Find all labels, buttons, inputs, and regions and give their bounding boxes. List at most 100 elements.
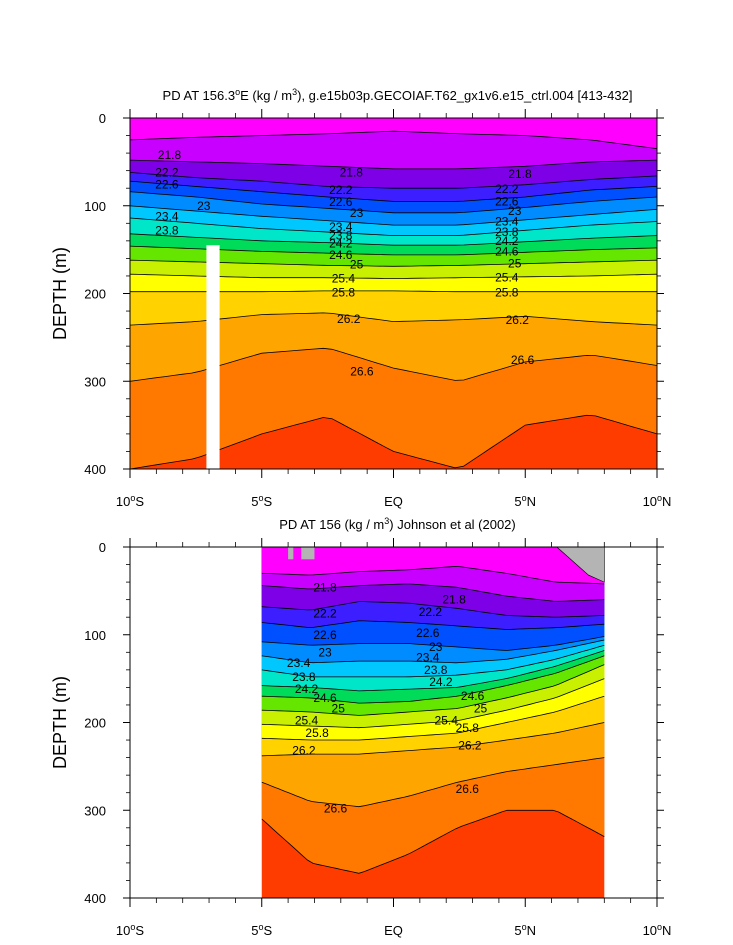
contour-label: 25.4 (495, 271, 519, 285)
contour-label: 22.6 (313, 628, 337, 642)
y-tick-label: 200 (84, 287, 106, 302)
y-tick-label: 300 (84, 374, 106, 389)
contour-label: 24.2 (495, 234, 519, 248)
x-tick-label: 10oS (116, 922, 144, 938)
y-tick-label: 0 (99, 540, 106, 555)
contour-label: 24.6 (313, 691, 337, 705)
contour-line (129, 130, 658, 150)
contour-label: 23.8 (495, 225, 519, 239)
contour-line (261, 639, 605, 664)
contour-label: 23.4 (155, 209, 179, 223)
contour-line (261, 664, 605, 716)
contour-line (261, 757, 605, 808)
contour-line (261, 678, 605, 729)
x-tick-label: 5oS (251, 493, 272, 509)
chart-title: PD AT 156 (kg / m3) Johnson et al (2002) (279, 516, 516, 532)
missing-data-band (206, 245, 220, 469)
contour-label: 22.6 (329, 195, 353, 209)
contour-label: 25.8 (305, 726, 329, 740)
contour-label: 25.8 (495, 286, 519, 300)
contour-label: 25.4 (435, 714, 459, 728)
contour-label: 24.6 (461, 689, 485, 703)
density-band (261, 547, 605, 584)
contour-line (261, 583, 605, 602)
contour-label: 22.6 (495, 194, 519, 208)
y-tick-label: 300 (84, 803, 106, 818)
contour-label: 22.2 (419, 605, 443, 619)
contour-label: 26.6 (511, 353, 535, 367)
contour-label: 23 (318, 645, 332, 659)
missing-data-patch (288, 547, 294, 560)
contour-line (129, 233, 658, 246)
x-tick-label: EQ (384, 923, 403, 938)
contour-line (261, 620, 605, 630)
y-tick-label: 100 (84, 199, 106, 214)
contour-label: 25.8 (456, 721, 480, 735)
contour-label: 22.6 (416, 626, 440, 640)
contour-label: 24.2 (295, 682, 319, 696)
contour-label: 25.4 (332, 272, 356, 286)
contour-label: 26.6 (350, 365, 374, 379)
y-tick-label: 200 (84, 716, 106, 731)
contour-label: 23 (429, 640, 443, 654)
contour-label: 25.8 (332, 286, 356, 300)
contour-label: 23 (508, 204, 522, 218)
contour-label: 25 (474, 702, 488, 716)
contour-line (261, 565, 605, 585)
y-tick-label: 400 (84, 891, 106, 906)
density-band (130, 118, 657, 149)
x-tick-label: 10oS (116, 493, 144, 509)
contour-label: 21.8 (508, 167, 532, 181)
contour-label: 22.2 (495, 182, 519, 196)
y-tick-label: 400 (84, 462, 106, 477)
contour-label: 21.8 (442, 593, 466, 607)
y-axis-label: DEPTH (m) (50, 247, 70, 340)
y-axis-label: DEPTH (m) (50, 676, 70, 769)
contour-line (261, 695, 605, 741)
contour-label: 23.8 (155, 223, 179, 237)
contour-label: 26.2 (337, 312, 361, 326)
contour-label: 23 (350, 206, 364, 220)
contour-line (129, 159, 658, 170)
contour-label: 22.6 (155, 178, 179, 192)
contour-label: 26.6 (324, 802, 348, 816)
contour-label: 23.4 (416, 651, 440, 665)
contour-line (129, 180, 658, 202)
contour-line (129, 191, 658, 214)
contour-label: 22.2 (155, 165, 179, 179)
contour-label: 24.6 (329, 248, 353, 262)
contour-line (129, 205, 658, 226)
contour-line (129, 217, 658, 236)
x-tick-label: 10oN (643, 922, 672, 938)
x-tick-label: 5oN (514, 493, 536, 509)
contour-label: 25 (332, 702, 346, 716)
contour-label: 21.8 (313, 580, 337, 594)
contour-label: 23.4 (329, 220, 353, 234)
contour-label: 26.2 (458, 738, 482, 752)
contour-line (261, 722, 605, 757)
contour-label: 26.2 (292, 744, 316, 758)
contour-label: 25.4 (295, 714, 319, 728)
panel-model-section: 21.821.8 21.822.222.62323.423.822.222.623… (50, 87, 671, 509)
contour-line (261, 636, 605, 651)
contour-line (261, 809, 605, 874)
contour-label: 21.8 (158, 148, 182, 162)
contour-label: 25 (350, 258, 364, 272)
contour-line (129, 172, 658, 189)
contour-label: 26.2 (506, 313, 530, 327)
contour-label: 25 (508, 257, 522, 271)
x-tick-label: 5oS (251, 922, 272, 938)
contour-label: 21.8 (340, 165, 364, 179)
contour-label: 22.2 (329, 183, 353, 197)
x-tick-label: EQ (384, 494, 403, 509)
contour-label: 24.2 (329, 237, 353, 251)
x-tick-label: 5oN (514, 922, 536, 938)
contour-label: 23 (197, 199, 211, 213)
contour-label: 24.2 (429, 675, 453, 689)
contour-line (261, 644, 605, 678)
y-tick-label: 100 (84, 628, 106, 643)
contour-line (261, 601, 605, 618)
contour-label: 22.2 (313, 607, 337, 621)
chart-title: PD AT 156.3oE (kg / m3), g.e15b03p.GECOI… (163, 87, 633, 103)
